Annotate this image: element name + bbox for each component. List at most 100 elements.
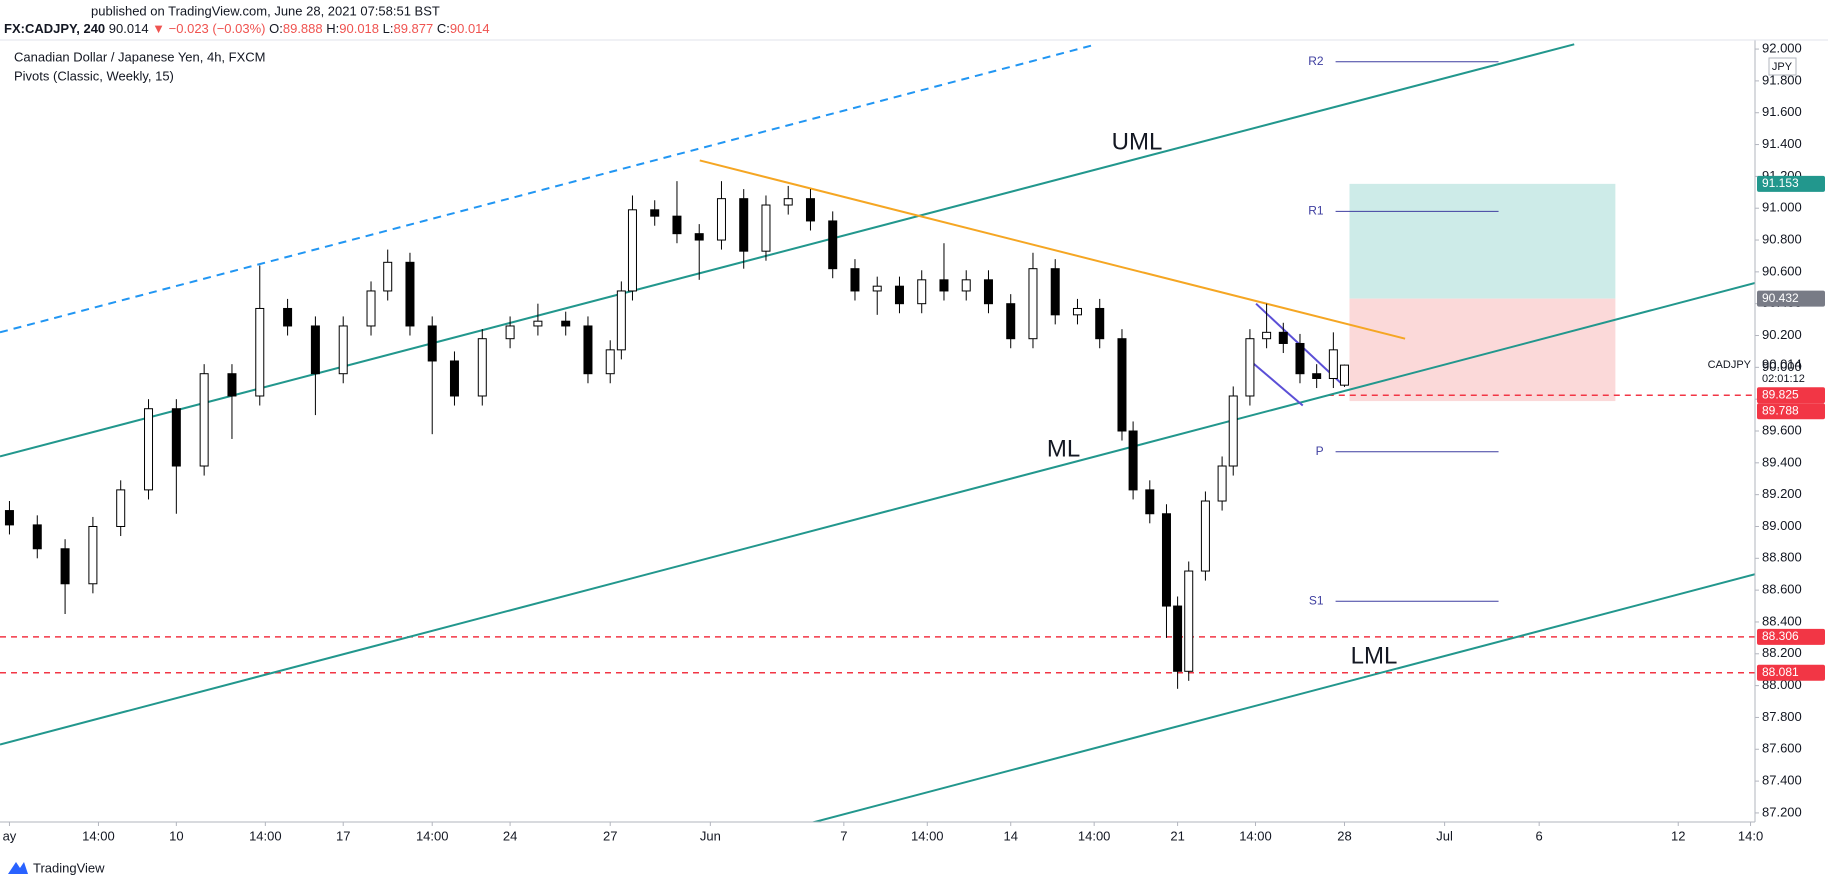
y-tick-label: 91.400: [1762, 136, 1802, 151]
price-label: 89.788: [1762, 403, 1799, 417]
candle-body: [739, 198, 749, 252]
y-tick-label: 90.800: [1762, 231, 1802, 246]
candle-body: [227, 373, 237, 397]
y-tick-label: 89.600: [1762, 422, 1802, 437]
pivot-label: P: [1316, 444, 1324, 458]
y-tick-label: 89.000: [1762, 518, 1802, 533]
stop-zone: [1349, 298, 1616, 402]
candle-body: [783, 198, 793, 206]
candle-body: [1217, 465, 1227, 502]
y-tick-label: 92.000: [1762, 41, 1802, 56]
change: ▼ −0.023 (−0.03%): [152, 21, 265, 36]
trendline: [0, 282, 1755, 746]
candle-body: [1328, 349, 1338, 379]
candle-body: [1006, 303, 1016, 340]
ohlc-value: 90.014: [450, 21, 490, 36]
x-tick-label: Jul: [1436, 828, 1453, 843]
x-tick-label: 27: [603, 828, 617, 843]
candle-body: [894, 285, 904, 305]
candle-body: [199, 373, 209, 467]
candle-body: [310, 325, 320, 375]
candle-body: [583, 325, 593, 375]
last: 90.014: [109, 21, 149, 36]
y-tick-label: 89.200: [1762, 486, 1802, 501]
candle-body: [561, 320, 571, 327]
candle-body: [1184, 570, 1194, 672]
candle-body: [427, 325, 437, 362]
candle-body: [116, 489, 126, 527]
pivot-label: R2: [1308, 54, 1324, 68]
candle-body: [828, 220, 838, 270]
x-tick-label: 17: [336, 828, 350, 843]
price-label-box: [1757, 628, 1825, 645]
candle-body: [1295, 342, 1305, 375]
price-label: 89.825: [1762, 387, 1799, 401]
x-tick-label: 14:00: [82, 828, 115, 843]
candle-body: [383, 261, 393, 292]
symbol: FX:CADJPY, 240: [4, 21, 105, 36]
logo: [8, 862, 28, 874]
x-tick-label: 21: [1170, 828, 1184, 843]
price-label: 88.306: [1762, 629, 1799, 643]
y-tick-label: 91.800: [1762, 72, 1802, 87]
candle-body: [917, 279, 927, 305]
y-tick-label: 90.200: [1762, 327, 1802, 342]
y-tick-label: 88.400: [1762, 613, 1802, 628]
trendline: [1249, 360, 1304, 407]
footer: TradingView: [33, 860, 105, 875]
candle-body: [605, 349, 615, 375]
candle-body: [1050, 268, 1060, 316]
x-tick-label: ay: [3, 828, 17, 843]
price-label-box: [1757, 290, 1825, 307]
price-label-box: [1757, 387, 1825, 404]
candle-body: [1117, 338, 1127, 432]
candle-body: [1262, 331, 1272, 340]
x-tick-label: 6: [1536, 828, 1543, 843]
logo-icon: [8, 862, 28, 874]
candle-body: [60, 548, 70, 585]
candle-body: [1095, 307, 1105, 340]
candle-body: [533, 320, 543, 327]
candle-body: [716, 198, 726, 241]
target-zone: [1349, 183, 1616, 299]
candle-body: [650, 209, 660, 217]
y-tick-label: 88.800: [1762, 550, 1802, 565]
candle-body: [1072, 307, 1082, 316]
candle-body: [627, 209, 637, 292]
y-tick-label: 87.200: [1762, 804, 1802, 819]
candle-body: [1278, 331, 1288, 344]
x-tick-label: 10: [169, 828, 183, 843]
candle-body: [1312, 373, 1322, 379]
candle-body: [283, 307, 293, 327]
candle-body: [477, 338, 487, 397]
annotation: UML: [1112, 128, 1163, 155]
ohlc-label: H:: [326, 21, 339, 36]
candle-body: [872, 285, 882, 292]
y-tick-label: 87.400: [1762, 773, 1802, 788]
y-tick-label: 88.600: [1762, 582, 1802, 597]
ohlc-value: 90.018: [339, 21, 379, 36]
pivot-label: S1: [1309, 593, 1324, 607]
chart-title: Canadian Dollar / Japanese Yen, 4h, FXCM: [14, 49, 266, 64]
annotation: LML: [1351, 642, 1398, 669]
symbol-line: FX:CADJPY, 240 90.014 ▼ −0.023 (−0.03%) …: [4, 21, 490, 36]
candle-body: [1028, 268, 1038, 340]
x-tick-label: 14:00: [416, 828, 449, 843]
trendline: [812, 573, 1755, 822]
y-tick-label: 87.600: [1762, 741, 1802, 756]
candle-body: [4, 510, 14, 526]
candle-body: [761, 204, 771, 252]
annotation: ML: [1047, 435, 1080, 462]
y-tick-label: 91.000: [1762, 200, 1802, 215]
candle-body: [1200, 500, 1210, 572]
y-tick-label: 87.800: [1762, 709, 1802, 724]
candle-body: [939, 279, 949, 292]
symbol-label: CADJPY: [1708, 359, 1752, 371]
candle-body: [961, 279, 971, 292]
x-tick-label: 12: [1671, 828, 1685, 843]
chart-subtitle: Pivots (Classic, Weekly, 15): [14, 68, 174, 83]
candle-body: [850, 268, 860, 292]
y-tick-label: 90.000: [1762, 359, 1802, 374]
